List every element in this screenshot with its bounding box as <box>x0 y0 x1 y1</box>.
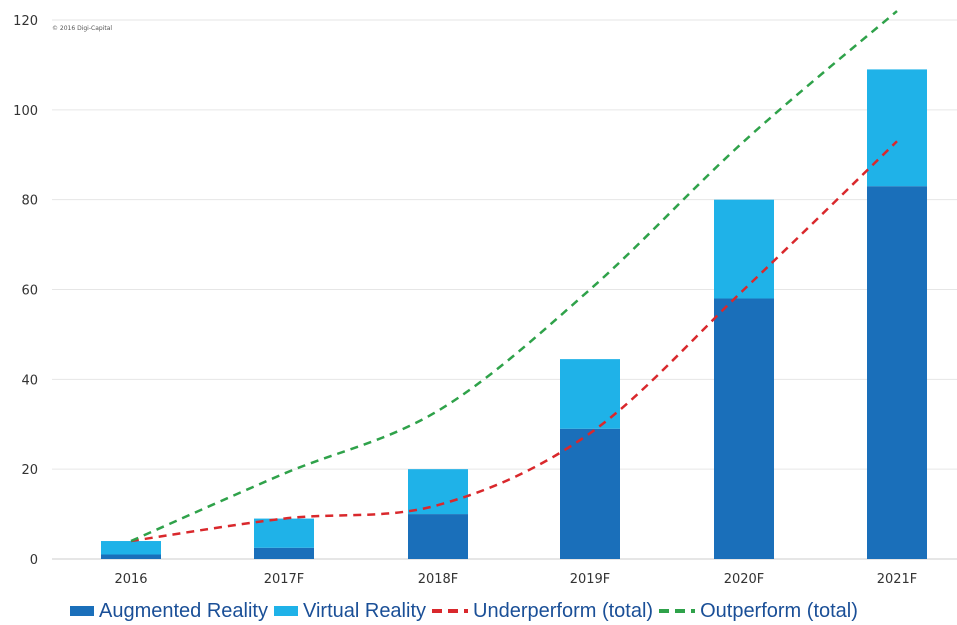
copyright-note: © 2016 Digi-Capital <box>52 25 112 32</box>
bar-vr-2017F <box>254 518 314 548</box>
x-tick-label: 2021F <box>877 572 918 587</box>
legend-item-outperform: Outperform (total) <box>659 600 858 623</box>
legend-item-augmented-reality: Augmented Reality <box>70 600 268 623</box>
y-tick-label: 20 <box>21 463 38 478</box>
legend-item-virtual-reality: Virtual Reality <box>273 599 427 623</box>
legend-label-ar: Augmented Reality <box>99 599 268 622</box>
legend-swatch-underperform <box>432 609 469 613</box>
y-tick-label: 40 <box>21 373 38 388</box>
x-tick-label: 2019F <box>570 572 611 587</box>
x-tick-label: 2020F <box>724 572 765 587</box>
x-tick-label: 2018F <box>418 572 459 587</box>
y-tick-label: 0 <box>30 553 38 568</box>
bar-ar-2020F <box>714 298 774 559</box>
legend-swatch-vr <box>273 606 298 616</box>
line-outperform <box>130 10 898 543</box>
legend-label-outperform: Outperform (total) <box>700 599 858 622</box>
bar-ar-2021F <box>867 186 927 560</box>
y-tick-label: 60 <box>21 284 38 299</box>
x-tick-label: 2017F <box>264 572 305 587</box>
bar-ar-2016 <box>101 554 161 559</box>
x-tick-label: 2016 <box>114 572 147 587</box>
y-tick-label: 80 <box>21 194 38 209</box>
legend-item-underperform: Underperform (total) <box>432 600 653 623</box>
bar-vr-2021F <box>867 69 927 187</box>
legend-swatch-outperform <box>659 609 696 613</box>
bar-ar-2018F <box>408 514 468 559</box>
y-tick-label: 100 <box>13 104 38 119</box>
bar-ar-2017F <box>254 547 314 559</box>
bar-vr-2020F <box>714 199 774 299</box>
legend: Augmented Reality Virtual Reality Underp… <box>70 598 858 624</box>
bar-vr-2016 <box>101 541 161 555</box>
y-tick-label: 120 <box>13 14 38 29</box>
legend-swatch-ar <box>70 606 94 616</box>
line-underperform <box>130 140 898 543</box>
bar-vr-2018F <box>408 469 468 515</box>
legend-label-vr: Virtual Reality <box>302 599 427 622</box>
legend-label-underperform: Underperform (total) <box>473 599 654 622</box>
bar-ar-2019F <box>560 428 620 559</box>
